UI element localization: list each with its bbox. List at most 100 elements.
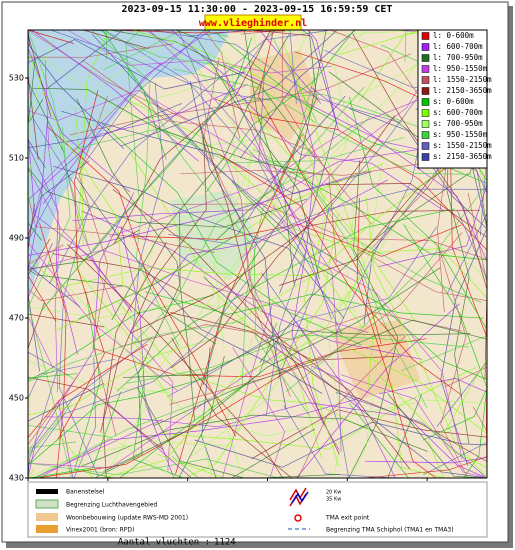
flight-track <box>356 197 437 479</box>
legend: l: 0-600m l: 600-700m l: 700-950m l: 950-15… <box>417 29 492 169</box>
footer-label: Begrenzing TMA Schiphol (TMA1 en TMA3) <box>326 527 454 534</box>
legend-label: l: 700-950m <box>433 53 483 62</box>
flight-track <box>56 163 384 331</box>
flight-track <box>241 86 365 387</box>
housing-swatch <box>36 513 58 521</box>
flight-track <box>145 29 263 317</box>
flight-track <box>78 95 117 437</box>
flight-track <box>32 118 99 477</box>
footer-label: TMA exit point <box>325 515 370 522</box>
flight-track <box>46 125 237 437</box>
flight-track <box>90 29 180 347</box>
legend-label: s: 0-600m <box>433 97 474 106</box>
flight-track <box>72 148 427 222</box>
flight-track <box>205 29 265 306</box>
legend-label: s: 600-700m <box>433 108 483 117</box>
footer-label: Begrenzing Luchthavengebied <box>66 502 157 509</box>
flight-track <box>44 402 397 428</box>
legend-swatch <box>421 87 430 95</box>
flight-track <box>170 115 396 369</box>
sea <box>28 30 230 300</box>
flight-track <box>219 154 463 396</box>
flight-track <box>170 29 332 320</box>
wind-icon <box>291 491 309 504</box>
y-tick-label: 430 <box>9 474 24 483</box>
flight-track <box>214 98 488 251</box>
title: 2023-09-15 11:30:00 - 2023-09-15 16:59:5… <box>122 4 393 15</box>
flight-track <box>125 98 363 328</box>
flight-track <box>352 33 488 380</box>
legend-label: l: 950-1550m <box>433 64 488 73</box>
site: www.vlieghinder.nl <box>199 17 307 29</box>
flight-track <box>345 198 377 479</box>
y-tick-label: 450 <box>9 394 24 403</box>
legend-label: l: 600-700m <box>433 42 483 51</box>
flight-track <box>103 267 441 472</box>
legend-label: l: 2150-3650m <box>433 86 492 95</box>
flight-track <box>101 123 362 346</box>
flights-count: 1124 <box>214 538 236 548</box>
flight-track <box>123 329 471 378</box>
flight-track <box>53 165 345 319</box>
flight-track <box>208 112 340 451</box>
legend-box <box>417 29 488 169</box>
flight-track <box>387 393 488 479</box>
flight-track <box>133 116 371 343</box>
legend-label: s: 950-1550m <box>433 130 488 139</box>
flight-track <box>74 128 405 164</box>
flight-track <box>117 301 367 430</box>
flight-track <box>199 123 340 455</box>
footer-box <box>27 481 488 538</box>
flight-track <box>348 160 399 479</box>
flight-track <box>217 33 488 184</box>
flight-track <box>27 278 250 466</box>
flight-track <box>252 148 482 303</box>
flight-track <box>202 30 327 386</box>
flight-track <box>95 338 427 378</box>
legend-swatch <box>421 32 430 40</box>
flight-track <box>172 203 488 260</box>
vinex-swatch <box>36 525 58 533</box>
footer-label: 20 Kw <box>326 490 341 496</box>
legend-swatch <box>421 142 430 150</box>
footer-label: Banenstelsel <box>66 489 105 496</box>
flight-track <box>272 204 463 460</box>
flight-track <box>77 29 285 188</box>
flight-track <box>100 135 207 433</box>
flight-track <box>130 179 388 332</box>
legend-label: l: 0-600m <box>433 31 474 40</box>
flight-track <box>105 276 361 478</box>
legend-swatch <box>421 153 430 161</box>
legend-swatch <box>421 131 430 139</box>
flight-track <box>145 29 445 212</box>
flight-track <box>167 188 488 246</box>
legend-swatch <box>421 120 430 128</box>
y-tick-label: 510 <box>9 154 24 163</box>
flight-track <box>49 31 276 284</box>
footer-label: Woonbebouwing (update RWS-MD 2001) <box>66 515 188 522</box>
map-border <box>27 29 488 479</box>
flight-track <box>163 366 477 450</box>
flight-track <box>81 59 372 225</box>
flight-track <box>194 421 488 468</box>
legend-swatch <box>421 43 430 51</box>
footer-legend: Banenstelsel Begrenzing Luchthavengebied… <box>27 481 488 538</box>
legend-label: s: 1550-2150m <box>433 141 492 150</box>
footer-label: 35 Kw <box>326 497 341 503</box>
flight-track <box>144 291 484 319</box>
flight-track <box>127 334 470 384</box>
flight-track <box>341 374 488 479</box>
legend-label: s: 2150-3650m <box>433 152 492 161</box>
tma-exit-icon <box>294 514 302 522</box>
flight-track <box>290 66 324 425</box>
legend-label: s: 700-950m <box>433 119 483 128</box>
flights-label: Aantal vluchten : <box>118 538 210 548</box>
flight-track <box>27 249 369 333</box>
y-tick-label: 490 <box>9 234 24 243</box>
flight-track <box>184 399 488 437</box>
flight-track <box>94 212 181 479</box>
y-tick-label: 530 <box>9 74 24 83</box>
flight-track <box>328 163 383 479</box>
legend-label: l: 1550-2150m <box>433 75 492 84</box>
